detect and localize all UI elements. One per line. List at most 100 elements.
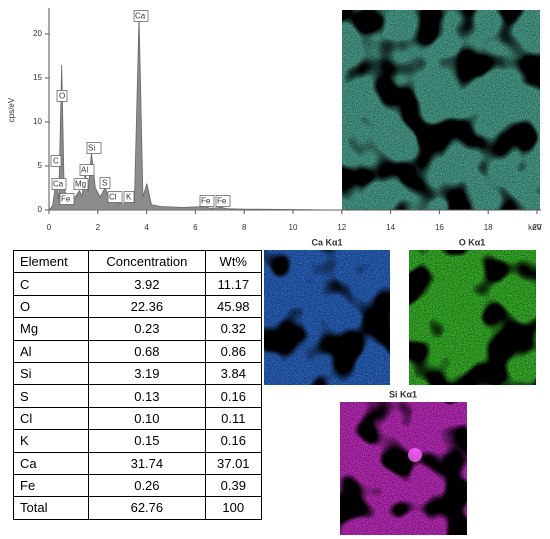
si-map	[340, 402, 467, 535]
table-row: Fe 0.26 0.39	[12, 473, 263, 498]
table-cell: 3.19	[88, 361, 206, 386]
o-map	[409, 250, 536, 385]
peak-label-box	[73, 178, 89, 190]
table-cell: O	[12, 294, 90, 319]
peak-label-box	[59, 193, 75, 205]
table-row: Ca 31.74 37.01	[12, 451, 263, 475]
peak-label-box	[215, 195, 231, 207]
peak-label: Al	[81, 166, 88, 175]
table-row: Si 3.19 3.84	[12, 361, 263, 386]
table-cell: 0.32	[204, 317, 263, 341]
table-row: S 0.13 0.16	[12, 384, 263, 408]
peak-label: S	[102, 179, 107, 188]
peak-label-box	[50, 155, 62, 167]
table-cell: 0.68	[88, 339, 206, 363]
table-row: K 0.15 0.16	[12, 429, 263, 453]
table-row: Cl 0.10 0.11	[12, 406, 263, 431]
table-cell: Al	[12, 339, 90, 363]
table-cell: 0.11	[204, 406, 263, 431]
map-title: Si Kα1	[389, 389, 417, 399]
peak-label-box	[79, 164, 95, 176]
table-cell: Total	[12, 496, 90, 520]
table-row: Mg 0.23 0.32	[12, 317, 263, 341]
x-tick-label: 8	[242, 223, 247, 232]
table-row: Element Concentration Wt%	[12, 249, 263, 274]
peak-label-box	[86, 142, 102, 154]
table-cell: Wt%	[204, 249, 263, 274]
peak-label-box	[133, 10, 149, 22]
si-hotspot	[408, 448, 422, 462]
table-cell: 0.15	[88, 429, 206, 453]
ca-map	[264, 250, 390, 385]
peak-label: Mg	[75, 180, 86, 189]
table-cell: Cl	[12, 406, 90, 431]
table-cell: Fe	[12, 473, 90, 498]
peak-label: Cl	[109, 193, 117, 202]
table-cell: 22.36	[88, 294, 206, 319]
x-axis-label: keV	[528, 223, 542, 232]
x-tick-label: 14	[386, 223, 395, 232]
table-cell: Ca	[12, 451, 90, 475]
peak-label: O	[59, 92, 65, 101]
table-cell: Element	[12, 249, 90, 274]
x-tick-label: 16	[435, 223, 444, 232]
table-cell: 11.17	[204, 272, 263, 296]
peak-label-box	[123, 191, 135, 203]
map-title: Ca Kα1	[311, 237, 342, 247]
table-cell: 0.86	[204, 339, 263, 363]
x-tick-label: 2	[96, 223, 101, 232]
y-tick-label: 15	[33, 73, 42, 82]
table-cell: 31.74	[88, 451, 206, 475]
peak-label: Ca	[135, 12, 146, 21]
table-cell: Si	[12, 361, 90, 386]
x-tick-label: 18	[484, 223, 493, 232]
table-cell: 100	[204, 496, 263, 520]
peak-label: C	[53, 157, 59, 166]
table-cell: 3.92	[88, 272, 206, 296]
table-cell: S	[12, 384, 90, 408]
table-cell: 0.26	[88, 473, 206, 498]
y-tick-label: 20	[33, 29, 42, 38]
peak-label-box	[107, 191, 123, 203]
peak-label: Fe	[201, 197, 211, 206]
peak-label-box	[56, 90, 68, 102]
peak-label: Ca	[53, 180, 64, 189]
x-tick-label: 12	[337, 223, 346, 232]
x-tick-label: 6	[193, 223, 198, 232]
y-axis-label: cps/eV	[7, 97, 16, 122]
peak-label-box	[51, 178, 67, 190]
y-tick-label: 5	[38, 161, 43, 170]
y-tick-label: 0	[38, 205, 43, 214]
map-title: O Kα1	[459, 237, 486, 247]
table-cell: 62.76	[88, 496, 206, 520]
x-tick-label: 0	[47, 223, 52, 232]
table-cell: 0.16	[204, 384, 263, 408]
x-tick-label: 4	[144, 223, 149, 232]
spectrum	[48, 16, 342, 211]
table-cell: 37.01	[204, 451, 263, 475]
table-cell: C	[12, 272, 90, 296]
table-cell: Mg	[12, 317, 90, 341]
element-table: Element Concentration Wt% C 3.92 11.17 O 22.36 4…	[12, 249, 263, 520]
composite-map	[342, 10, 540, 210]
table-cell: 3.84	[204, 361, 263, 386]
table-row: C 3.92 11.17	[12, 272, 263, 296]
table-cell: 45.98	[204, 294, 263, 319]
x-tick-label: 10	[289, 223, 298, 232]
peak-label: Si	[88, 144, 95, 153]
peak-label-box	[99, 177, 111, 189]
table-row: O 22.36 45.98	[12, 294, 263, 319]
table-cell: 0.13	[88, 384, 206, 408]
table-cell: 0.10	[88, 406, 206, 431]
table-row: Al 0.68 0.86	[12, 339, 263, 363]
table-cell: 0.23	[88, 317, 206, 341]
peak-label-box	[199, 195, 215, 207]
table-cell: 0.16	[204, 429, 263, 453]
table-cell: K	[12, 429, 90, 453]
peak-label: Fe	[217, 197, 227, 206]
y-tick-label: 10	[33, 117, 42, 126]
peak-label: K	[126, 193, 132, 202]
peak-label: Fe	[61, 195, 71, 204]
